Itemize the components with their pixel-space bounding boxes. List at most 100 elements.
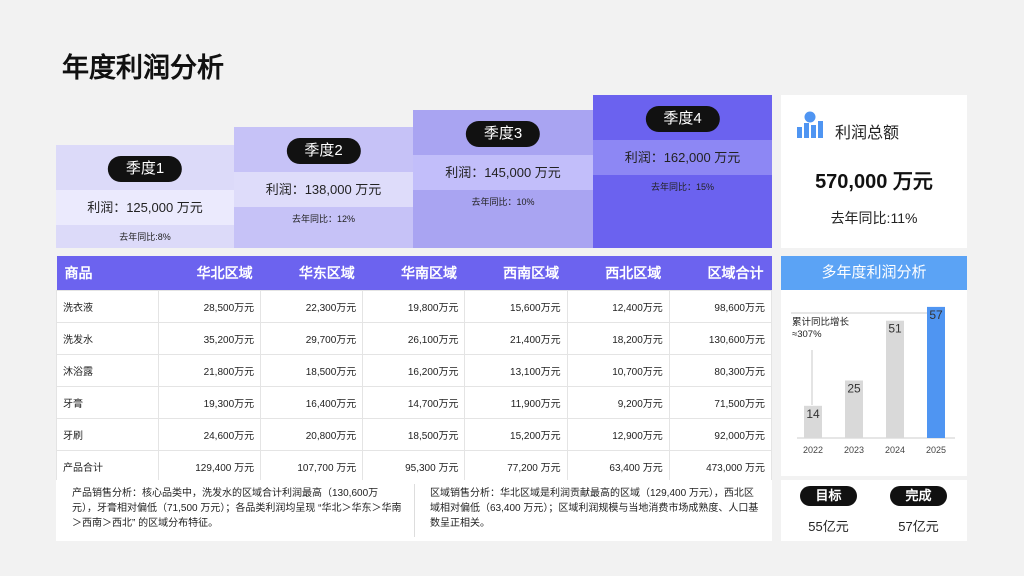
- summary-title: 利润总额: [835, 125, 900, 142]
- header-cell: 华北区域: [158, 256, 261, 291]
- quarter-yoy: 去年同比:8%: [119, 232, 171, 242]
- table-row: 牙刷 24,600万元 20,800万元 18,500万元 15,200万元 12,900…: [56, 418, 773, 451]
- table-cell: 牙膏: [56, 386, 159, 419]
- table-cell: 22,300万元: [260, 290, 364, 323]
- table-cell: 98,600万元: [668, 290, 773, 323]
- table-cell: 20,800万元: [260, 418, 364, 451]
- quarter-yoy: 去年同比：10%: [471, 197, 535, 207]
- table-cell: 12,900万元: [566, 418, 670, 451]
- goals: 目标 55亿元 完成 57亿元: [781, 480, 967, 541]
- table-cell: 19,800万元: [362, 290, 466, 323]
- table-cell: 71,500万元: [668, 386, 773, 419]
- table-cell: 18,500万元: [362, 418, 466, 451]
- table-cell: 28,500万元: [157, 290, 262, 323]
- goal-value: 55亿元: [808, 519, 849, 534]
- chart: 14 2022 25 2023 51 2024 57 2025: [781, 290, 967, 476]
- table-cell: 473,000 万元: [668, 450, 773, 483]
- note: 产品销售分析：核心品类中，洗发水的区域合计利润最高（130,600万元），牙膏相…: [72, 488, 402, 529]
- summary-total: 570,000 万元: [815, 171, 933, 193]
- header-row: 商品 华北区域 华东区域 华南区域 西南区域 西北区域 区域合计: [56, 256, 772, 291]
- goal-label: 目标: [800, 486, 857, 506]
- table-cell: 21,400万元: [464, 322, 568, 355]
- header-cell: 商品: [56, 256, 159, 291]
- table-cell: 洗发水: [56, 322, 159, 355]
- header-cell: 华东区域: [260, 256, 363, 291]
- table-cell: 16,400万元: [260, 386, 364, 419]
- table-cell: 10,700万元: [566, 354, 670, 387]
- table-cell: 129,400 万元: [157, 450, 262, 483]
- chart-annotation: 累计同比增长≈307%: [792, 317, 850, 340]
- table-cell: 26,100万元: [362, 322, 466, 355]
- table-cell: 沐浴露: [56, 354, 159, 387]
- table-cell: 18,200万元: [566, 322, 670, 355]
- table-row: 牙膏 19,300万元 16,400万元 14,700万元 11,900万元 9,200万…: [56, 386, 773, 419]
- bar: [845, 380, 863, 438]
- table-cell: 63,400 万元: [566, 450, 670, 483]
- summary-card: 利润总额 570,000 万元 去年同比:11%: [781, 95, 967, 248]
- x-tick-label: 2024: [885, 445, 905, 455]
- table-cell: 107,700 万元: [260, 450, 364, 483]
- table-wrap: 商品 华北区域 华东区域 华南区域 西南区域 西北区域 区域合计 洗衣液 28,500万元 22,…: [56, 256, 773, 483]
- header-cell: 西南区域: [464, 256, 568, 291]
- bar: [927, 306, 945, 438]
- value-label: 25: [847, 382, 861, 396]
- quarter-profit: 利润：138,000 万元: [234, 172, 413, 207]
- table-cell: 29,700万元: [260, 322, 364, 355]
- table-cell: 80,300万元: [668, 354, 773, 387]
- quarter-card: 季度4 利润：162,000 万元 去年同比：15%: [593, 95, 772, 248]
- table-cell: 13,100万元: [464, 354, 568, 387]
- summary-yoy: 去年同比:11%: [830, 210, 918, 226]
- table-cell: 77,200 万元: [464, 450, 568, 483]
- quarter-card: 季度3 利润：145,000 万元去年同比：10%: [413, 110, 593, 248]
- table-cell: 14,700万元: [362, 386, 466, 419]
- table-cell: 牙刷: [56, 418, 159, 451]
- value-label: 57: [929, 308, 943, 322]
- table-cell: 15,600万元: [464, 290, 568, 323]
- chart-title: 多年度利润分析: [781, 256, 967, 290]
- quarter-label: 季度3: [465, 121, 541, 147]
- table-cell: 92,000万元: [668, 418, 773, 451]
- quarter-card: 季度2 利润：138,000 万元去年同比：12%: [234, 127, 413, 248]
- header-cell: 西北区域: [567, 256, 670, 291]
- divider: [414, 484, 415, 537]
- header-cell: 华南区域: [362, 256, 465, 291]
- x-tick-label: 2023: [844, 445, 864, 455]
- table-cell: 18,500万元: [260, 354, 364, 387]
- goal-label: 完成: [890, 486, 947, 506]
- table-cell: 9,200万元: [566, 386, 670, 419]
- quarter-yoy: 去年同比：12%: [291, 214, 355, 224]
- table-cell: 16,200万元: [362, 354, 466, 387]
- page-title: 年度利润分析: [62, 53, 224, 83]
- quarter-label: 季度4: [645, 106, 720, 132]
- table-cell: 130,600万元: [668, 322, 773, 355]
- note: 区域销售分析：华北区域是利润贡献最高的区域（129,400 万元），西北区域相对…: [430, 488, 759, 529]
- quarter-profit: 利润：145,000 万元: [413, 155, 593, 190]
- table-row: 产品合计 129,400 万元 107,700 万元 95,300 万元 77,200 …: [56, 450, 773, 483]
- quarter-profit: 利润：125,000 万元: [56, 190, 234, 225]
- notes: 产品销售分析：核心品类中，洗发水的区域合计利润最高（130,600万元），牙膏相…: [56, 480, 772, 541]
- table-cell: 35,200万元: [157, 322, 262, 355]
- table-row: 沐浴露 21,800万元 18,500万元 16,200万元 13,100万元 10,70…: [56, 354, 773, 387]
- table: 商品 华北区域 华东区域 华南区域 西南区域 西北区域 区域合计 洗衣液 28,500万元 22,…: [56, 256, 773, 483]
- table-cell: 12,400万元: [566, 290, 670, 323]
- table-row: 洗发水 35,200万元 29,700万元 26,100万元 21,400万元 18,20…: [56, 322, 773, 355]
- header-cell: 区域合计: [669, 256, 772, 291]
- x-tick-label: 2022: [803, 445, 823, 455]
- quarter-card: 季度1 利润：125,000 万元去年同比:8%: [56, 145, 234, 248]
- table-row: 洗衣液 28,500万元 22,300万元 19,800万元 15,600万元 12,40…: [56, 290, 773, 323]
- bar: [886, 320, 904, 438]
- table-cell: 11,900万元: [464, 386, 568, 419]
- table-cell: 产品合计: [56, 450, 159, 483]
- table-cell: 21,800万元: [157, 354, 262, 387]
- icon: [797, 111, 823, 138]
- table-cell: 19,300万元: [157, 386, 262, 419]
- quarter-label: 季度2: [286, 138, 361, 164]
- quarter-label: 季度1: [107, 156, 183, 182]
- table-cell: 95,300 万元: [362, 450, 466, 483]
- table-cell: 24,600万元: [157, 418, 262, 451]
- x-tick-label: 2025: [926, 445, 946, 455]
- quarter-yoy: 去年同比：15%: [650, 182, 714, 192]
- table-cell: 15,200万元: [464, 418, 568, 451]
- value-label: 51: [888, 322, 902, 336]
